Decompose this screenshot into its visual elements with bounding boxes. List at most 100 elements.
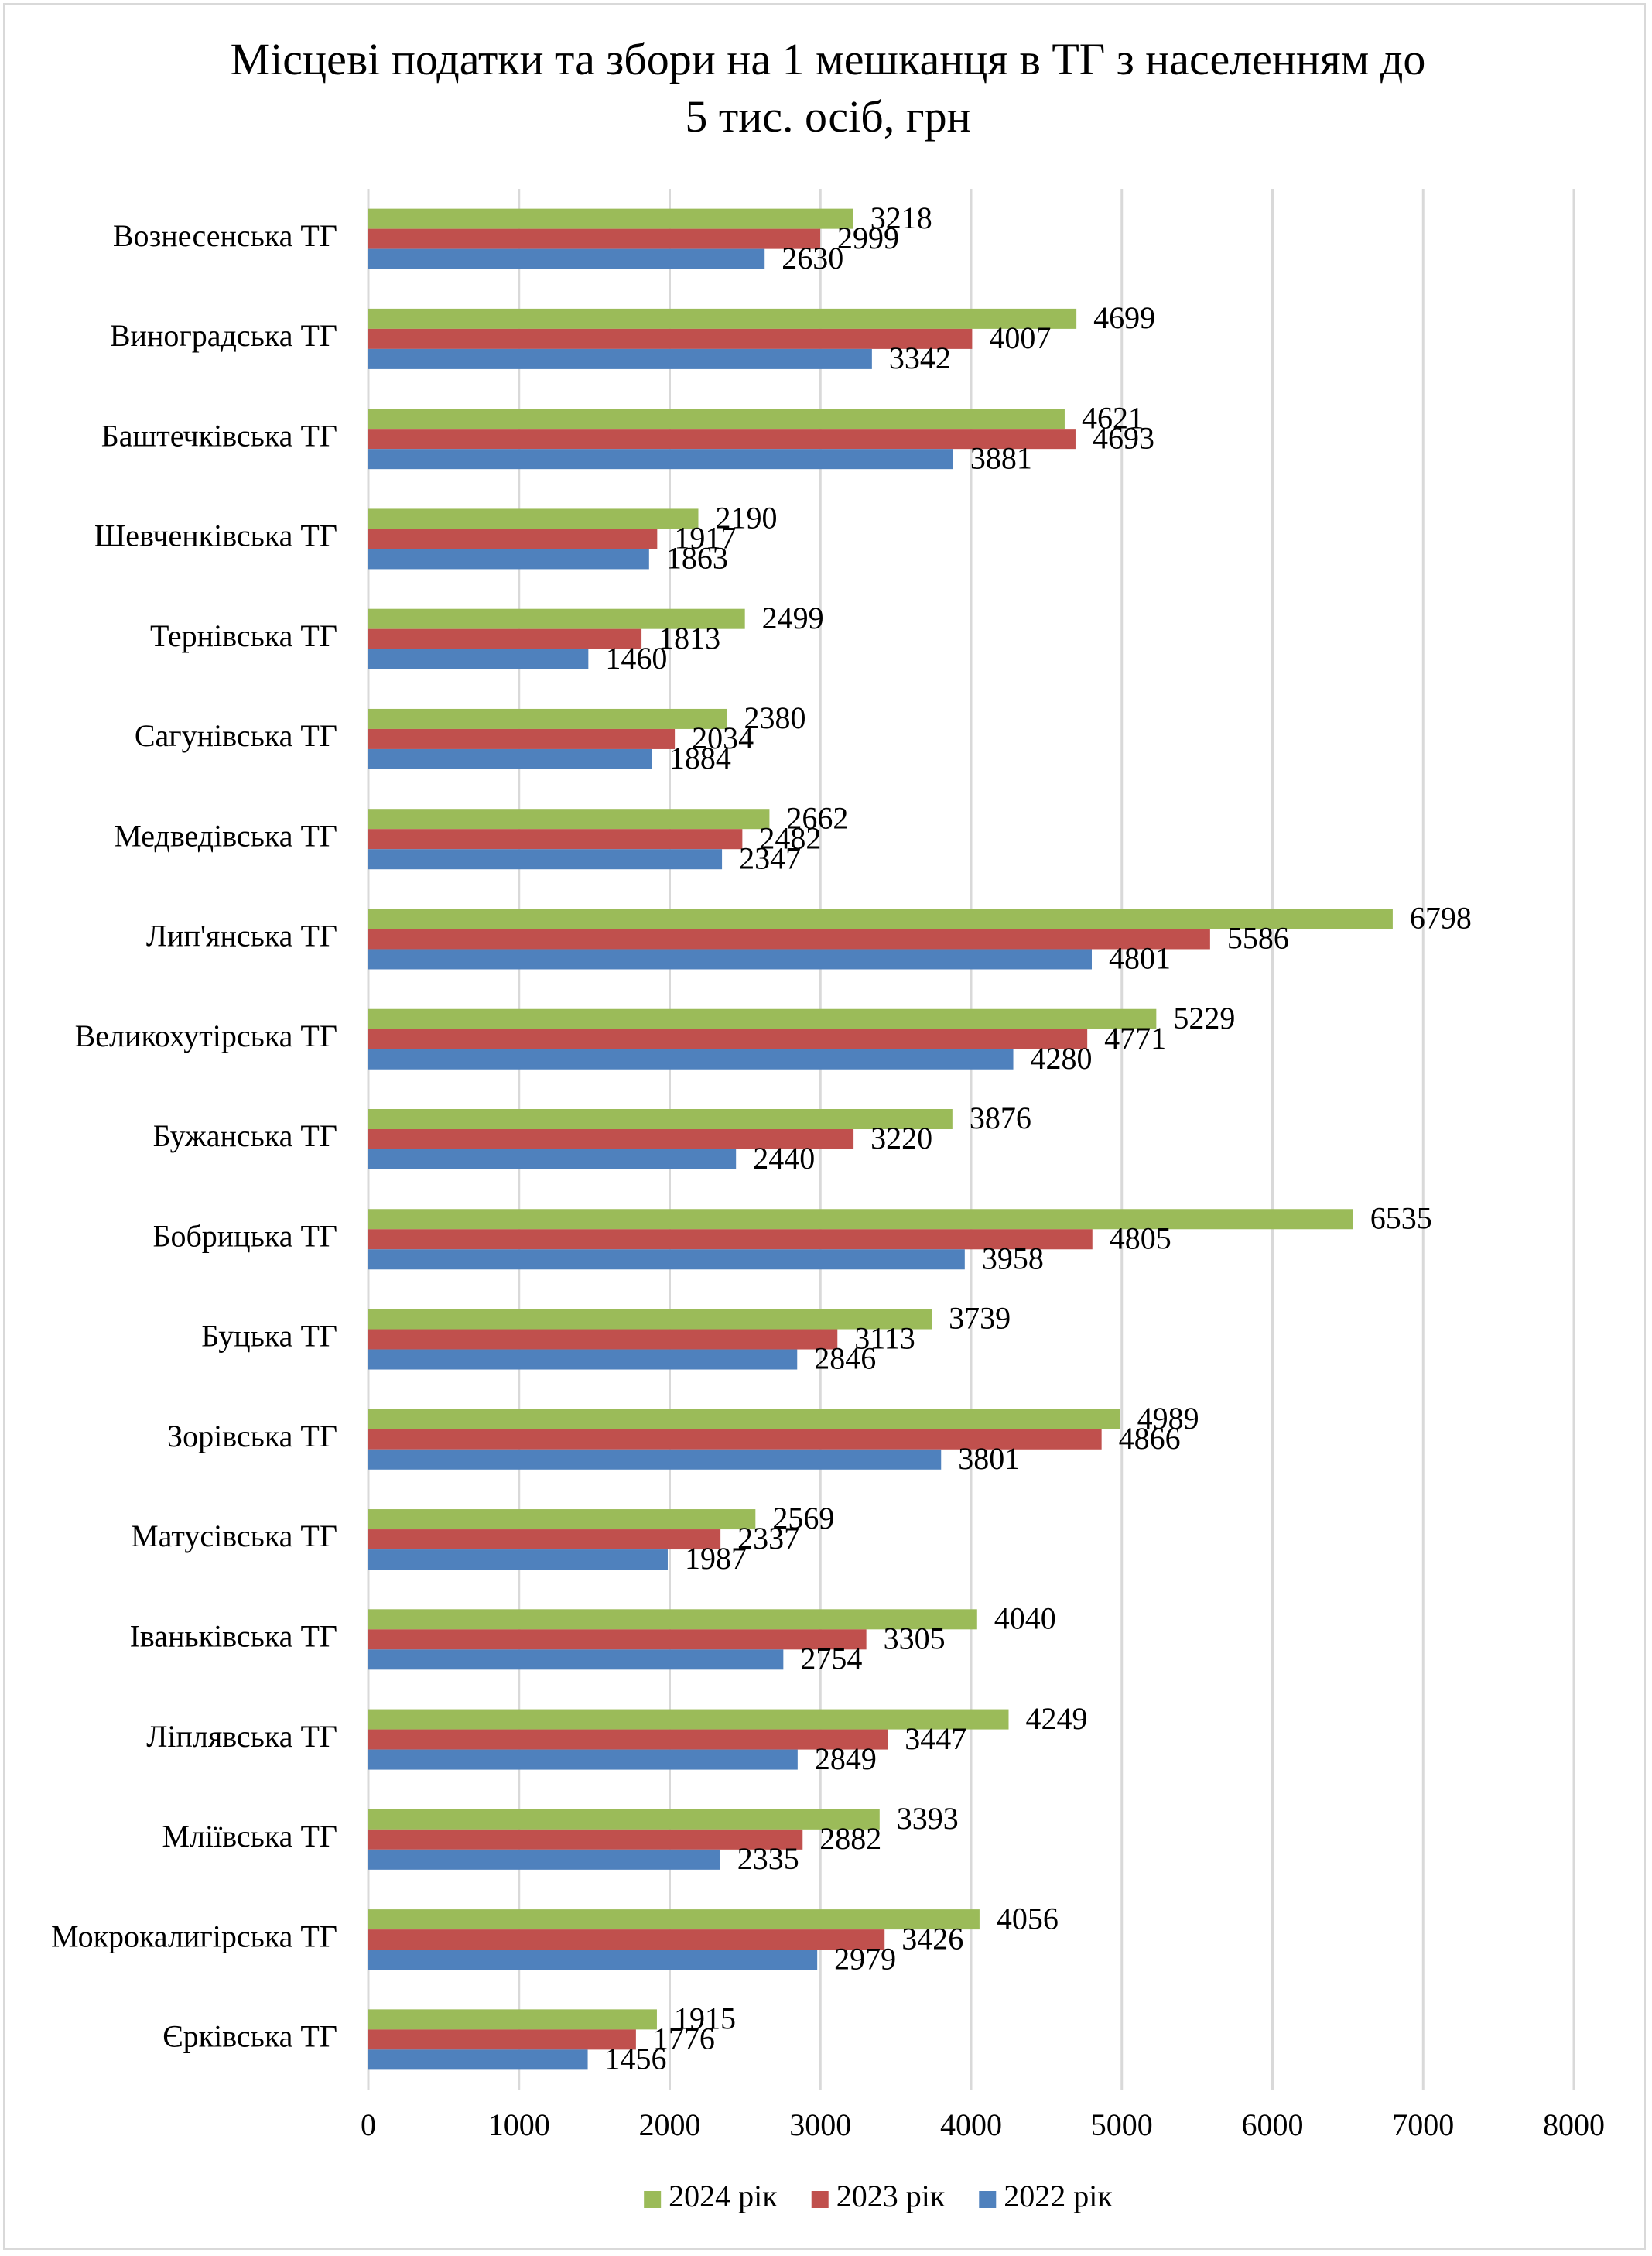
bar <box>368 728 676 749</box>
bar <box>368 2009 657 2030</box>
data-label: 2569 <box>772 1501 834 1535</box>
data-label: 4805 <box>1110 1220 1171 1255</box>
y-tick-label: Медведівська ТГ <box>114 818 337 853</box>
data-label: 3739 <box>949 1301 1011 1336</box>
bar <box>368 1749 798 1770</box>
data-label: 4280 <box>1031 1041 1093 1076</box>
data-label: 3113 <box>854 1321 915 1356</box>
legend-swatch <box>979 2191 997 2208</box>
bar <box>368 748 652 769</box>
chart-title: Місцеві податки та збори на 1 мешканця в… <box>230 34 1426 142</box>
bar <box>368 508 699 529</box>
legend-label: 2024 рік <box>669 2179 778 2213</box>
y-tick-label: Іваньківська ТГ <box>130 1618 337 1653</box>
data-label: 2999 <box>837 221 899 255</box>
bar <box>368 328 973 349</box>
data-label: 2846 <box>814 1341 876 1376</box>
data-label: 2337 <box>737 1521 799 1556</box>
data-label: 2499 <box>762 601 824 635</box>
x-tick-label: 6000 <box>1242 2107 1304 2142</box>
data-label: 3876 <box>970 1101 1031 1135</box>
bar <box>368 1609 977 1630</box>
bar <box>368 1149 737 1169</box>
data-label: 3305 <box>884 1621 946 1655</box>
data-label: 3426 <box>901 1921 963 1956</box>
bar <box>368 208 853 229</box>
bar <box>368 909 1393 929</box>
data-label: 3958 <box>982 1241 1044 1275</box>
y-tick-label: Вознесенська ТГ <box>113 218 337 253</box>
data-label: 3801 <box>958 1441 1020 1476</box>
y-tick-label: Зорівська ТГ <box>167 1419 337 1453</box>
y-tick-label: Мокрокалигірська ТГ <box>51 1919 337 1953</box>
data-label: 1884 <box>669 741 731 775</box>
data-label: 2190 <box>716 501 778 536</box>
bar <box>368 1129 854 1149</box>
data-label: 4007 <box>989 320 1051 355</box>
bar <box>368 949 1092 970</box>
bar <box>368 1249 965 1270</box>
y-tick-label: Матусівська ТГ <box>131 1518 337 1553</box>
y-tick-label: Лип'янська ТГ <box>146 919 337 953</box>
y-tick-label: Шевченківська ТГ <box>94 519 337 553</box>
data-label: 2662 <box>786 800 848 835</box>
y-tick-label: Баштечківська ТГ <box>101 418 337 453</box>
bar <box>368 1909 980 1930</box>
data-label: 2440 <box>753 1141 815 1176</box>
bar <box>368 549 649 570</box>
bar <box>368 1829 803 1850</box>
bar <box>368 1429 1102 1450</box>
bar <box>368 1709 1009 1730</box>
bar <box>368 1309 932 1330</box>
data-label: 2380 <box>744 700 806 735</box>
data-label: 2882 <box>819 1821 881 1856</box>
x-tick-label: 2000 <box>639 2107 701 2142</box>
bar <box>368 1509 756 1530</box>
chart-border <box>3 3 1646 2250</box>
data-label: 5229 <box>1173 1001 1235 1036</box>
data-label: 2849 <box>815 1741 877 1776</box>
bar <box>368 829 743 850</box>
data-label: 6535 <box>1370 1200 1432 1235</box>
bar <box>368 1029 1088 1049</box>
data-label: 2754 <box>800 1641 862 1676</box>
y-tick-label: Тернівська ТГ <box>150 618 337 653</box>
data-label: 5586 <box>1227 921 1289 956</box>
x-tick-label: 7000 <box>1392 2107 1454 2142</box>
data-label: 4866 <box>1119 1421 1181 1456</box>
y-tick-label: Великохутірська ТГ <box>75 1018 337 1053</box>
bar <box>368 1629 867 1650</box>
data-label: 1863 <box>666 541 728 576</box>
x-tick-label: 5000 <box>1091 2107 1153 2142</box>
bar <box>368 1049 1014 1070</box>
bar <box>368 409 1065 430</box>
bar <box>368 1229 1093 1250</box>
bar <box>368 708 727 729</box>
bar <box>368 449 953 470</box>
data-label: 1987 <box>685 1541 747 1576</box>
data-label: 4989 <box>1137 1401 1199 1436</box>
y-tick-label: Бужанська ТГ <box>153 1118 337 1153</box>
y-tick-label: Сагунівська ТГ <box>135 718 337 753</box>
bar <box>368 1929 885 1950</box>
bar <box>368 1549 668 1570</box>
bar <box>368 228 821 249</box>
bar <box>368 628 642 649</box>
data-label: 4771 <box>1104 1021 1166 1056</box>
data-label: 2979 <box>834 1941 896 1976</box>
data-label: 3218 <box>870 200 932 235</box>
legend-swatch <box>644 2191 662 2208</box>
bar <box>368 1409 1120 1429</box>
data-label: 1460 <box>605 641 667 676</box>
data-label: 3881 <box>970 440 1032 475</box>
bar <box>368 529 658 549</box>
data-label: 3220 <box>870 1121 932 1155</box>
data-label: 4801 <box>1109 941 1171 976</box>
data-label: 2482 <box>759 820 821 855</box>
x-tick-label: 4000 <box>940 2107 1002 2142</box>
bar <box>368 1349 798 1370</box>
bar <box>368 2049 588 2070</box>
data-label: 4699 <box>1093 300 1155 335</box>
data-label: 3447 <box>905 1721 966 1756</box>
